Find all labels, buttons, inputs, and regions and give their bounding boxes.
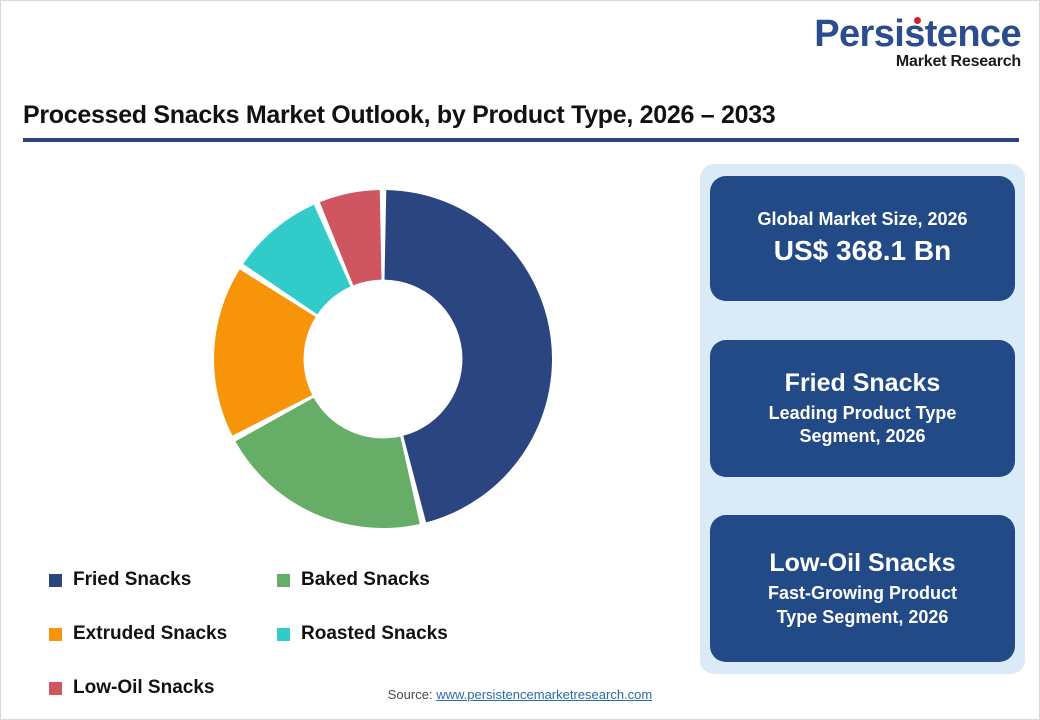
legend-item-extruded-snacks[interactable]: Extruded Snacks	[49, 607, 277, 661]
source-footer: Source: www.persistencemarketresearch.co…	[1, 687, 1039, 702]
donut-chart	[214, 190, 552, 528]
card-heading: Low-Oil Snacks	[769, 549, 956, 578]
legend-label: Extruded Snacks	[73, 623, 228, 644]
legend-label: Fried Snacks	[73, 569, 192, 590]
donut-slice[interactable]	[319, 190, 382, 286]
chart-area	[15, 161, 695, 561]
legend-item-baked-snacks[interactable]: Baked Snacks	[277, 553, 505, 607]
card-description-line-1: Leading Product Type	[768, 402, 957, 423]
legend-item-fried-snacks[interactable]: Fried Snacks	[49, 553, 277, 607]
brand-name-sub: Market Research	[895, 53, 1021, 70]
brand-logo: Persistence Market Research	[806, 15, 1021, 70]
legend-swatch-icon	[277, 627, 290, 641]
brand-accent-dot-icon	[914, 17, 921, 24]
donut-slice[interactable]	[214, 269, 316, 436]
legend-item-roasted-snacks[interactable]: Roasted Snacks	[277, 607, 505, 661]
title-block: Processed Snacks Market Outlook, by Prod…	[23, 101, 1019, 142]
card-heading: Fried Snacks	[784, 368, 941, 397]
legend-label: Low-Oil Snacks	[73, 677, 215, 698]
highlight-card-market-size: Global Market Size, 2026 US$ 368.1 Bn	[710, 176, 1015, 301]
card-description-line-2: Segment, 2026	[799, 426, 926, 446]
legend-swatch-icon	[49, 681, 62, 695]
card-description-line-1: Fast-Growing Product	[768, 583, 957, 604]
legend-swatch-icon	[49, 573, 62, 587]
title-divider	[23, 138, 1019, 142]
legend-label: Baked Snacks	[301, 569, 430, 590]
donut-slice[interactable]	[235, 397, 420, 528]
card-kicker: Global Market Size, 2026	[757, 209, 968, 230]
donut-slice[interactable]	[384, 190, 552, 523]
source-label: Source:	[387, 687, 433, 702]
highlight-card-fast-growing-segment: Low-Oil Snacks Fast-Growing Product Type…	[710, 515, 1015, 662]
legend-label: Roasted Snacks	[301, 623, 448, 644]
highlights-panel: Global Market Size, 2026 US$ 368.1 Bn Fr…	[700, 164, 1025, 674]
legend-swatch-icon	[49, 627, 62, 641]
source-link[interactable]: www.persistencemarketresearch.com	[436, 687, 653, 702]
card-value: US$ 368.1 Bn	[773, 235, 952, 267]
page-title: Processed Snacks Market Outlook, by Prod…	[23, 101, 776, 129]
legend-item-low-oil-snacks[interactable]: Low-Oil Snacks	[49, 661, 277, 715]
highlight-card-leading-segment: Fried Snacks Leading Product Type Segmen…	[710, 339, 1015, 477]
chart-legend: Fried Snacks Baked Snacks Extruded Snack…	[49, 553, 699, 715]
legend-swatch-icon	[277, 573, 290, 587]
donut-slice[interactable]	[243, 204, 351, 315]
card-description-line-2: Type Segment, 2026	[776, 606, 949, 627]
